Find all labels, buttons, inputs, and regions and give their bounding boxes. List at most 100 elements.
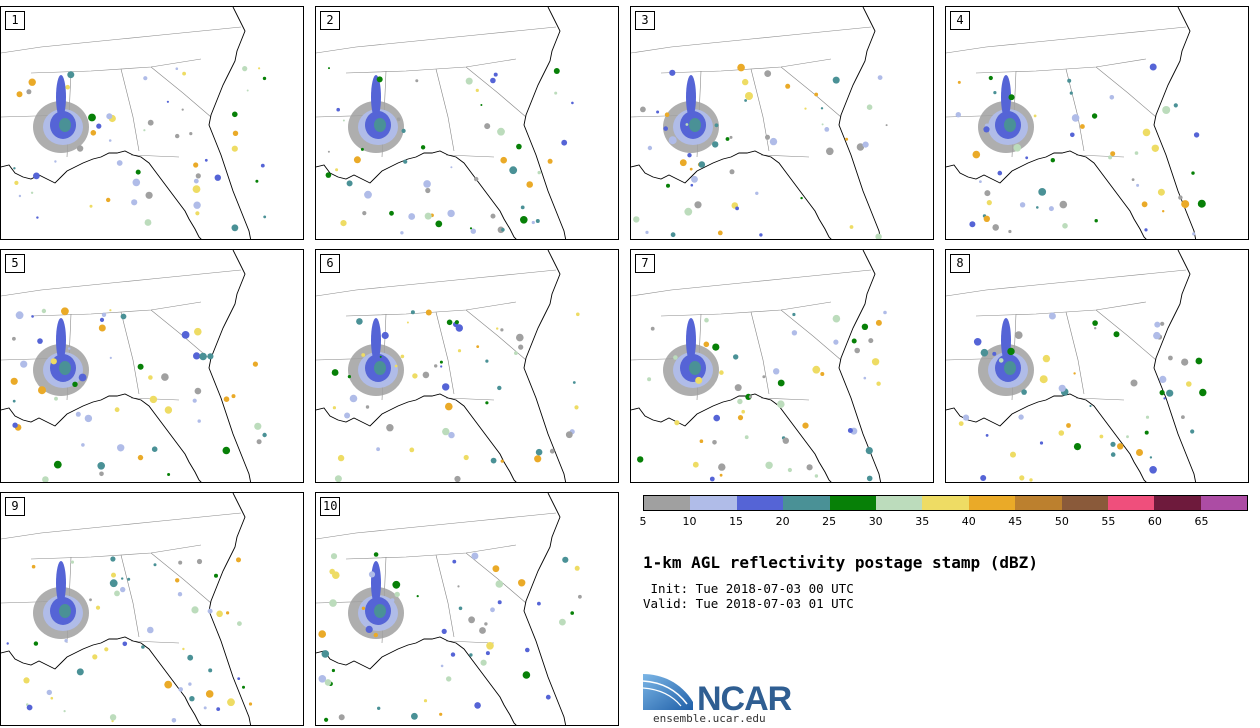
echo-cell: [337, 454, 345, 462]
echo-cell: [1110, 151, 1116, 157]
echo-cell: [514, 351, 518, 355]
echo-cell: [262, 432, 267, 438]
echo-cell: [969, 221, 976, 228]
echo-cell: [1091, 113, 1098, 119]
echo-cell: [99, 317, 105, 322]
echo-cell: [709, 476, 715, 482]
echo-cell: [719, 473, 723, 477]
echo-cell: [877, 75, 883, 80]
echo-cell: [1168, 355, 1173, 361]
echo-cell: [1014, 331, 1023, 339]
echo-cell: [973, 338, 982, 346]
echo-cell: [782, 437, 789, 444]
map-svg: [1, 493, 253, 725]
echo-cell: [958, 421, 964, 426]
echo-cell: [1181, 200, 1190, 209]
echo-cell: [647, 145, 653, 151]
echo-cell: [26, 89, 32, 95]
echo-cell: [237, 677, 241, 680]
echo-cell: [980, 348, 989, 357]
echo-cell: [260, 163, 265, 168]
echo-cell: [1173, 103, 1178, 108]
map-svg: [946, 7, 1206, 239]
echo-cell: [712, 343, 720, 351]
echo-blob: [686, 318, 696, 362]
echo-cell: [1036, 206, 1039, 209]
coastline: [838, 250, 882, 482]
map-svg: [316, 493, 582, 725]
echo-cell: [553, 68, 560, 74]
echo-cell: [985, 434, 989, 437]
echo-cell: [1110, 452, 1116, 457]
state-border: [445, 154, 495, 158]
echo-cell: [67, 71, 75, 79]
echo-cell: [1144, 430, 1149, 435]
member-panel: 5: [0, 249, 304, 483]
echo-cell: [883, 310, 887, 315]
echo-cell: [188, 682, 192, 686]
echo-cell: [452, 559, 457, 564]
echo-cell: [189, 132, 193, 136]
echo-cell: [61, 307, 69, 316]
echo-cell: [373, 552, 379, 557]
echo-cell: [1142, 128, 1151, 137]
echo-cell: [972, 150, 981, 159]
echo-cell: [1050, 158, 1055, 163]
echo-cell: [742, 78, 749, 86]
state-border: [1075, 154, 1125, 158]
echo-cell: [703, 341, 710, 348]
echo-cell: [737, 63, 745, 72]
echo-cell: [76, 145, 84, 152]
echo-cell: [242, 685, 245, 689]
echo-cell: [137, 363, 144, 370]
echo-cell: [120, 586, 126, 593]
echo-cell: [1110, 441, 1116, 447]
echo-cell: [33, 172, 40, 180]
member-panel: 10: [315, 492, 619, 726]
state-border: [120, 68, 140, 152]
echo-cell: [1149, 63, 1157, 71]
echo-cell: [332, 406, 336, 410]
echo-cell: [516, 333, 524, 342]
echo-cell: [866, 475, 873, 482]
ncar-logo-icon: [643, 674, 693, 710]
state-border: [1, 26, 242, 54]
state-border: [30, 301, 202, 317]
echo-cell: [689, 167, 693, 171]
echo-cell: [668, 136, 677, 145]
echo-cell: [534, 455, 542, 463]
echo-cell: [562, 556, 569, 563]
echo-cell: [422, 371, 430, 379]
colorbar-swatch: [1154, 496, 1201, 510]
echo-cell: [50, 696, 54, 700]
echo-cell: [1154, 321, 1161, 328]
coastline: [838, 7, 882, 239]
echo-cell: [425, 309, 432, 316]
echo-cell: [554, 91, 558, 95]
echo-cell: [147, 626, 154, 634]
echo-cell: [175, 578, 180, 583]
echo-cell: [1166, 389, 1174, 397]
member-panel: 6: [315, 249, 619, 483]
echo-cell: [223, 396, 230, 402]
echo-cell: [344, 412, 351, 419]
echo-cell: [197, 419, 201, 423]
echo-cell: [1018, 414, 1024, 420]
echo-cell: [424, 212, 432, 220]
echo-cell: [353, 156, 361, 164]
echo-blob: [689, 118, 701, 132]
echo-cell: [90, 130, 97, 136]
echo-cell: [845, 137, 849, 141]
echo-cell: [13, 167, 16, 170]
echo-blob: [689, 361, 701, 375]
echo-cell: [342, 119, 345, 122]
echo-cell: [565, 431, 573, 439]
coastline: [946, 150, 1147, 239]
echo-cell: [137, 454, 144, 461]
echo-cell: [23, 677, 30, 684]
echo-cell: [242, 66, 248, 72]
echo-cell: [227, 698, 235, 707]
state-border: [130, 154, 180, 158]
echo-cell: [246, 89, 249, 92]
echo-cell: [65, 84, 70, 90]
